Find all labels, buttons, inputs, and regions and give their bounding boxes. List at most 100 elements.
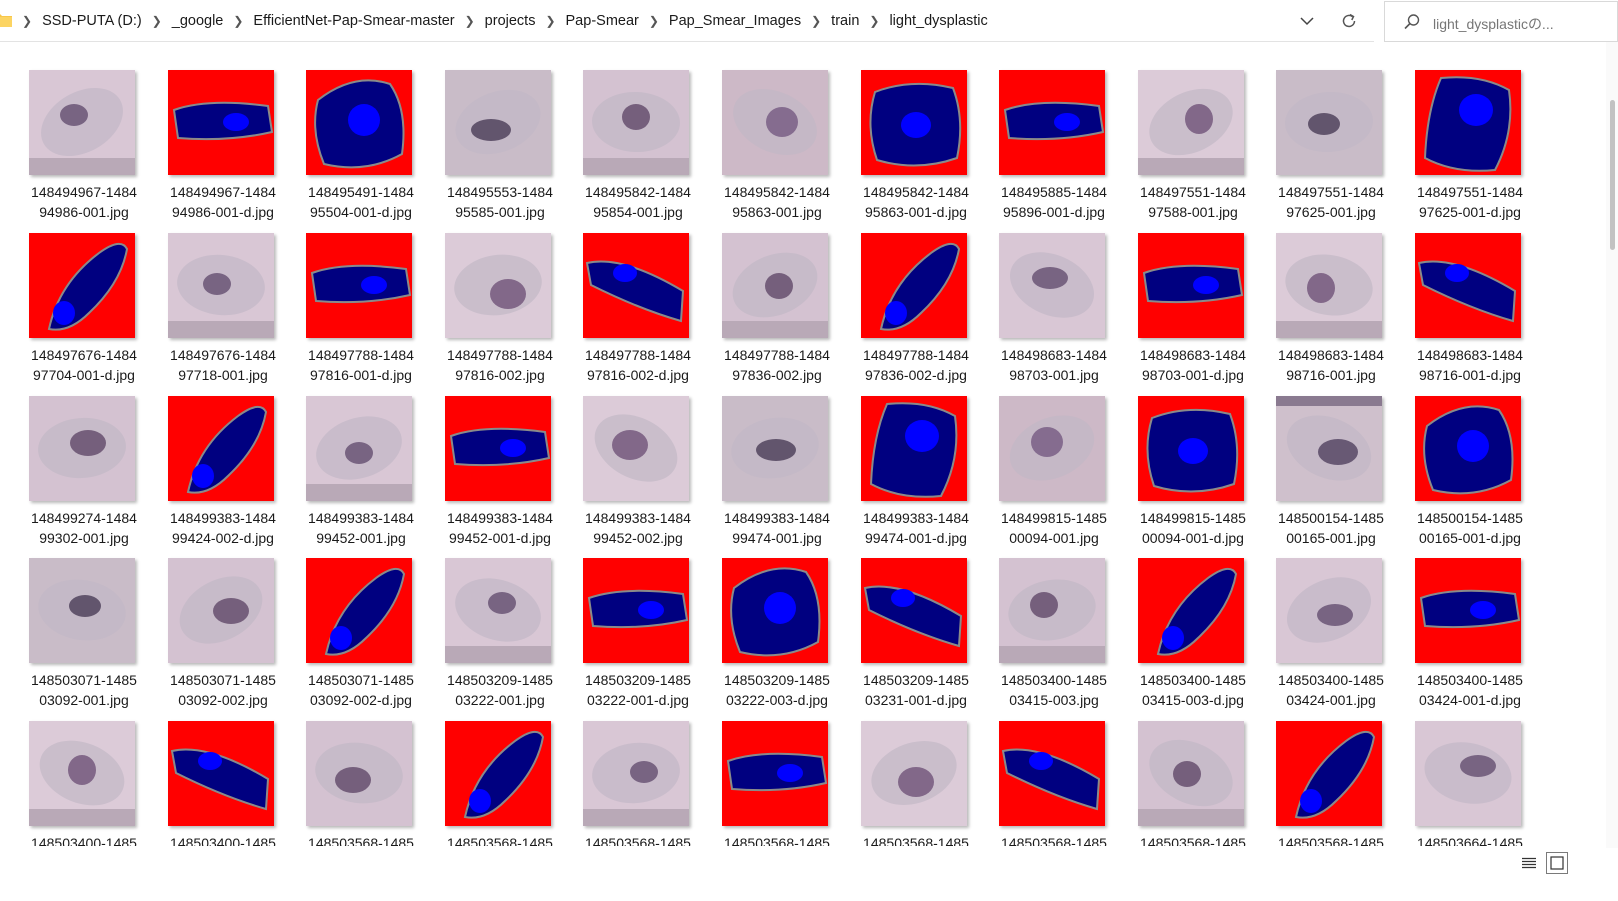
file-item[interactable]: 148498683-1484 98716-001.jpg <box>1247 231 1384 393</box>
cell-thumbnail <box>306 396 412 501</box>
file-item[interactable]: 148498683-1484 98703-001.jpg <box>970 231 1107 393</box>
file-thumbnail-grid: 148494967-1484 94986-001.jpg 148494967-148… <box>0 68 1560 846</box>
file-item[interactable]: 148498683-1484 98703-001-d.jpg <box>1109 231 1246 393</box>
breadcrumb-chevron-icon[interactable]: ❯ <box>811 14 822 28</box>
search-input[interactable]: light_dysplasticの... <box>1433 16 1554 32</box>
file-item[interactable]: 148497551-1484 97625-001-d.jpg <box>1386 68 1523 230</box>
file-item[interactable]: 148499383-1484 99424-002-d.jpg <box>139 394 276 556</box>
search-box[interactable]: light_dysplasticの... <box>1384 1 1618 42</box>
breadcrumb-efficientnet[interactable]: EfficientNet-Pap-Smear-master <box>253 13 455 29</box>
breadcrumb-train[interactable]: train <box>831 13 860 29</box>
breadcrumb-pap-smear-images[interactable]: Pap_Smear_Images <box>668 13 802 29</box>
file-item[interactable]: 148503568-1485 <box>693 719 830 846</box>
breadcrumb-light-dysplastic[interactable]: light_dysplastic <box>889 13 988 29</box>
file-name-line: 03222-003-d.jpg <box>726 692 828 708</box>
large-icons-view-button[interactable] <box>1546 852 1568 874</box>
file-name-line: 97836-002.jpg <box>732 367 822 383</box>
file-item[interactable]: 148494967-1484 94986-001.jpg <box>0 68 137 230</box>
file-name-line: 98703-001-d.jpg <box>1142 367 1244 383</box>
refresh-button[interactable] <box>1335 8 1363 34</box>
breadcrumb-chevron-icon[interactable]: ❯ <box>648 14 659 28</box>
cell-thumbnail <box>583 721 689 826</box>
file-item[interactable]: 148503400-1485 03415-003.jpg <box>970 556 1107 718</box>
mask-thumbnail <box>583 558 689 663</box>
file-item[interactable]: 148503209-1485 03222-001.jpg <box>416 556 553 718</box>
file-item[interactable]: 148497788-1484 97816-001-d.jpg <box>277 231 414 393</box>
cell-thumbnail <box>583 396 689 501</box>
address-history-button[interactable] <box>1293 8 1321 34</box>
details-view-button[interactable] <box>1518 852 1540 874</box>
file-item[interactable]: 148497551-1484 97588-001.jpg <box>1109 68 1246 230</box>
file-item[interactable]: 148503568-1485 <box>277 719 414 846</box>
file-item[interactable]: 148499383-1484 99452-001.jpg <box>277 394 414 556</box>
file-item[interactable]: 148499383-1484 99474-001-d.jpg <box>832 394 969 556</box>
scrollbar-thumb[interactable] <box>1610 100 1615 250</box>
file-item[interactable]: 148495553-1484 95585-001.jpg <box>416 68 553 230</box>
file-item[interactable]: 148500154-1485 00165-001.jpg <box>1247 394 1384 556</box>
file-item[interactable]: 148497788-1484 97836-002-d.jpg <box>832 231 969 393</box>
breadcrumb-chevron-icon[interactable]: ❯ <box>233 14 244 28</box>
file-name: 148498683-1484 98703-001-d.jpg <box>1109 345 1277 385</box>
file-item[interactable]: 148495842-1484 95863-001.jpg <box>693 68 830 230</box>
breadcrumb-chevron-icon[interactable]: ❯ <box>869 14 880 28</box>
file-name-line: 148503071-1485 <box>170 672 276 688</box>
file-item[interactable]: 148503568-1485 <box>1109 719 1246 846</box>
file-name-line: 98703-001.jpg <box>1009 367 1099 383</box>
file-item[interactable]: 148503400-1485 03424-001-d.jpg <box>1386 556 1523 718</box>
file-item[interactable]: 148503400-1485 03424-001.jpg <box>1247 556 1384 718</box>
file-item[interactable]: 148503071-1485 03092-001.jpg <box>0 556 137 718</box>
file-item[interactable]: 148503071-1485 03092-002-d.jpg <box>277 556 414 718</box>
file-item[interactable]: 148503400-1485 03415-003-d.jpg <box>1109 556 1246 718</box>
breadcrumb-drive[interactable]: SSD-PUTA (D:) <box>42 13 142 29</box>
file-item[interactable]: 148500154-1485 00165-001-d.jpg <box>1386 394 1523 556</box>
file-item[interactable]: 148503071-1485 03092-002.jpg <box>139 556 276 718</box>
breadcrumb-chevron-icon[interactable]: ❯ <box>22 14 33 28</box>
file-name-line: 148503568-1485 <box>1140 835 1246 846</box>
cell-thumbnail <box>445 558 551 663</box>
file-name-line: 03222-001-d.jpg <box>587 692 689 708</box>
file-item[interactable]: 148497551-1484 97625-001.jpg <box>1247 68 1384 230</box>
cell-thumbnail <box>861 721 967 826</box>
file-item[interactable]: 148503209-1485 03222-003-d.jpg <box>693 556 830 718</box>
breadcrumb-projects[interactable]: projects <box>484 13 536 29</box>
file-item[interactable]: 148498683-1484 98716-001-d.jpg <box>1386 231 1523 393</box>
file-item[interactable]: 148497788-1484 97836-002.jpg <box>693 231 830 393</box>
vertical-scrollbar[interactable] <box>1606 42 1618 848</box>
file-item[interactable]: 148503209-1485 03231-001-d.jpg <box>832 556 969 718</box>
file-name-line: 148497676-1484 <box>170 347 276 363</box>
file-item[interactable]: 148499815-1485 00094-001.jpg <box>970 394 1107 556</box>
file-item[interactable]: 148499383-1484 99452-002.jpg <box>554 394 691 556</box>
file-item[interactable]: 148495885-1484 95896-001-d.jpg <box>970 68 1107 230</box>
file-item[interactable]: 148503568-1485 <box>832 719 969 846</box>
file-name-line: 99474-001-d.jpg <box>865 530 967 546</box>
file-item[interactable]: 148499274-1484 99302-001.jpg <box>0 394 137 556</box>
file-item[interactable]: 148503568-1485 <box>554 719 691 846</box>
file-item[interactable]: 148494967-1484 94986-001-d.jpg <box>139 68 276 230</box>
file-item[interactable]: 148497788-1484 97816-002-d.jpg <box>554 231 691 393</box>
file-item[interactable]: 148495842-1484 95863-001-d.jpg <box>832 68 969 230</box>
file-item[interactable]: 148503400-1485 <box>0 719 137 846</box>
file-item[interactable]: 148499383-1484 99474-001.jpg <box>693 394 830 556</box>
address-bar[interactable]: ❯ SSD-PUTA (D:) ❯ _google ❯ EfficientNet… <box>0 0 1374 42</box>
breadcrumb-chevron-icon[interactable]: ❯ <box>151 14 162 28</box>
file-name-line: 94986-001.jpg <box>39 204 129 220</box>
breadcrumb-google[interactable]: _google <box>171 13 224 29</box>
file-item[interactable]: 148495842-1484 95854-001.jpg <box>554 68 691 230</box>
file-item[interactable]: 148503400-1485 <box>139 719 276 846</box>
file-item[interactable]: 148503568-1485 <box>1247 719 1384 846</box>
file-item[interactable]: 148497676-1484 97704-001-d.jpg <box>0 231 137 393</box>
file-item[interactable]: 148497788-1484 97816-002.jpg <box>416 231 553 393</box>
breadcrumb-chevron-icon[interactable]: ❯ <box>545 14 556 28</box>
file-item[interactable]: 148499815-1485 00094-001-d.jpg <box>1109 394 1246 556</box>
file-item[interactable]: 148497676-1484 97718-001.jpg <box>139 231 276 393</box>
cell-thumbnail <box>445 233 551 338</box>
file-item[interactable]: 148503664-1485 <box>1386 719 1523 846</box>
file-item[interactable]: 148503568-1485 <box>970 719 1107 846</box>
file-item[interactable]: 148495491-1484 95504-001-d.jpg <box>277 68 414 230</box>
breadcrumb-chevron-icon[interactable]: ❯ <box>464 14 475 28</box>
file-item[interactable]: 148503568-1485 <box>416 719 553 846</box>
file-item[interactable]: 148503209-1485 03222-001-d.jpg <box>554 556 691 718</box>
breadcrumb-pap-smear[interactable]: Pap-Smear <box>565 13 639 29</box>
file-name-line: 148503568-1485 <box>308 835 414 846</box>
file-item[interactable]: 148499383-1484 99452-001-d.jpg <box>416 394 553 556</box>
